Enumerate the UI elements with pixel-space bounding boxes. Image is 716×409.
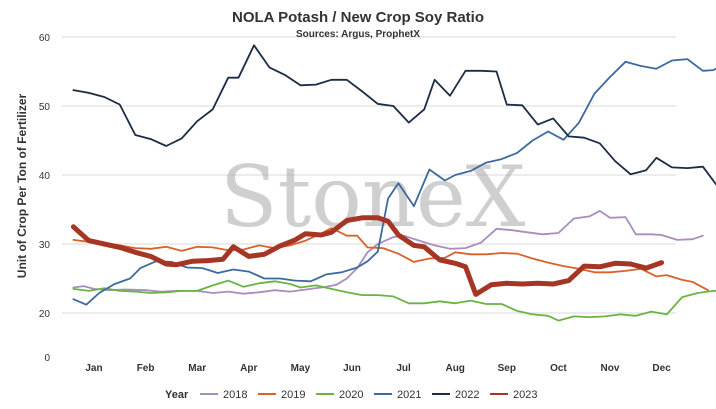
legend-item-2023[interactable]: 2023 — [490, 389, 537, 401]
y-tick-label: 30 — [39, 240, 51, 251]
y-axis-ticks: 0 20 30 40 50 60 — [39, 33, 51, 364]
x-axis-ticks: Jan Feb Mar Apr May Jun Jul Aug Sep Oct Nov Dec — [85, 363, 671, 374]
x-tick-label: Sep — [498, 363, 516, 374]
series-line-2019 — [72, 227, 709, 292]
y-tick-label: 60 — [39, 33, 51, 44]
legend-item-2020[interactable]: 2020 — [316, 389, 363, 401]
legend-title: Year — [165, 389, 189, 401]
series-line-2022 — [72, 44, 716, 186]
x-tick-label: Jan — [85, 363, 102, 374]
x-tick-label: Jul — [396, 363, 411, 374]
legend: Year 2018 2019 2020 2021 2022 2023 — [165, 389, 537, 401]
series-lines — [70, 44, 716, 322]
chart-subtitle: Sources: Argus, ProphetX — [296, 29, 420, 40]
x-tick-label: Aug — [445, 363, 464, 374]
series-line-2020 — [72, 279, 716, 322]
legend-label: 2020 — [339, 389, 363, 401]
legend-item-2018[interactable]: 2018 — [200, 389, 247, 401]
x-tick-label: Mar — [188, 363, 206, 374]
x-tick-label: Dec — [652, 363, 671, 374]
x-tick-label: Nov — [601, 363, 620, 374]
legend-item-2021[interactable]: 2021 — [374, 389, 421, 401]
y-axis-label: Unit of Crop Per Ton of Fertilizer — [15, 93, 29, 278]
y-tick-label: 20 — [39, 309, 51, 320]
x-tick-label: May — [291, 363, 311, 374]
chart-title: NOLA Potash / New Crop Soy Ratio — [232, 9, 484, 26]
legend-item-2019[interactable]: 2019 — [258, 389, 305, 401]
x-tick-label: Oct — [550, 363, 567, 374]
x-tick-label: Feb — [137, 363, 155, 374]
legend-label: 2023 — [513, 389, 537, 401]
series-line-2021 — [72, 58, 716, 306]
gridlines — [62, 36, 676, 314]
x-tick-label: Apr — [240, 363, 257, 374]
series-line-2023 — [70, 215, 665, 297]
y-tick-label: 50 — [39, 102, 51, 113]
legend-label: 2021 — [397, 389, 421, 401]
legend-label: 2022 — [455, 389, 479, 401]
legend-label: 2019 — [281, 389, 305, 401]
legend-items: 2018 2019 2020 2021 2022 2023 — [200, 389, 537, 401]
watermark: StoneX — [220, 148, 526, 246]
y-tick-label: 40 — [39, 171, 51, 182]
y-tick-label: 0 — [44, 353, 50, 364]
legend-item-2022[interactable]: 2022 — [432, 389, 479, 401]
x-tick-label: Jun — [343, 363, 361, 374]
legend-label: 2018 — [223, 389, 247, 401]
